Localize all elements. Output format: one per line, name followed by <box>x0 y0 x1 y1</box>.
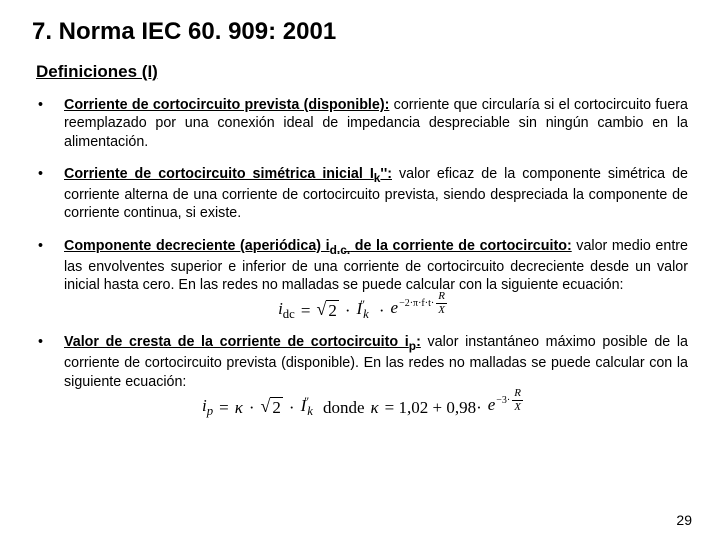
slide-subtitle: Definiciones (I) <box>36 62 688 82</box>
bullet-marker: • <box>36 165 64 223</box>
bullet-marker: • <box>36 96 64 151</box>
slide-container: 7. Norma IEC 60. 909: 2001 Definiciones … <box>0 0 720 433</box>
list-item: • Corriente de cortocircuito simétrica i… <box>36 165 688 223</box>
definitions-list: • Corriente de cortocircuito prevista (d… <box>36 96 688 420</box>
bullet-body: Corriente de cortocircuito prevista (dis… <box>64 96 688 151</box>
formula-idc: idc = √2 · I″k · e −2·π·f·t· RX <box>36 298 688 323</box>
bullet-body: Corriente de cortocircuito simétrica ini… <box>64 165 688 223</box>
list-item: • Componente decreciente (aperiódica) id… <box>36 237 688 295</box>
term: Valor de cresta de la corriente de corto… <box>64 334 421 350</box>
bullet-body: Valor de cresta de la corriente de corto… <box>64 333 688 391</box>
list-item: • Corriente de cortocircuito prevista (d… <box>36 96 688 151</box>
term: Corriente de cortocircuito simétrica ini… <box>64 166 392 182</box>
formula-ip: ip = κ · √2 · I″k donde κ = 1,02 + 0,98·… <box>36 395 688 420</box>
bullet-marker: • <box>36 237 64 295</box>
term: Componente decreciente (aperiódica) id.c… <box>64 238 572 254</box>
list-item: • Valor de cresta de la corriente de cor… <box>36 333 688 391</box>
page-number: 29 <box>676 512 692 528</box>
slide-title: 7. Norma IEC 60. 909: 2001 <box>32 18 688 46</box>
bullet-body: Componente decreciente (aperiódica) id.c… <box>64 237 688 295</box>
term: Corriente de cortocircuito prevista (dis… <box>64 97 389 113</box>
bullet-marker: • <box>36 333 64 391</box>
